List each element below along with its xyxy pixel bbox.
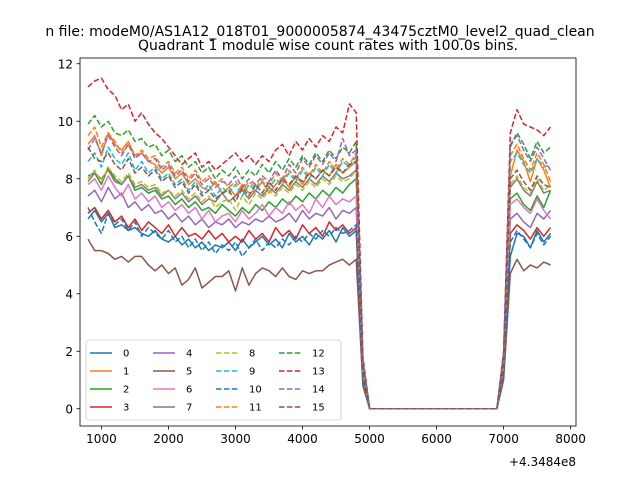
legend-label-11: 11 [249,403,262,414]
y-tick-label: 12 [58,57,73,71]
x-axis-offset-label: +4.3484e8 [509,455,576,469]
figure-suptitle: n file: modeM0/AS1A12_018T01_9000005874_… [45,24,594,40]
legend-label-4: 4 [186,349,192,360]
legend-label-7: 7 [186,403,192,414]
series-line-10 [87,207,552,410]
legend-label-3: 3 [123,403,129,414]
x-tick-label: 2000 [153,432,184,446]
x-tick-label: 5000 [354,432,385,446]
legend-label-13: 13 [312,367,325,378]
series-line-11 [87,126,552,410]
series-line-15 [87,146,551,410]
legend-label-12: 12 [312,349,325,360]
legend-box [85,339,342,421]
series-lines [87,77,552,410]
x-tick-label: 8000 [555,432,586,446]
legend-label-1: 1 [123,367,129,378]
x-tick-label: 6000 [421,432,452,446]
legend-label-8: 8 [249,349,255,360]
plot-area [79,57,577,427]
y-tick-label: 4 [65,287,73,301]
y-tick-label: 8 [65,172,73,186]
x-tick-label: 1000 [86,432,117,446]
axis-ticks: 1000 2000 3000 4000 5000 6000 7000 800002468101… [58,57,586,446]
x-tick-label: 4000 [287,432,318,446]
legend-label-2: 2 [123,385,129,396]
x-tick-label: 7000 [488,432,519,446]
y-tick-label: 0 [65,402,73,416]
axes-frame [79,57,577,427]
series-line-12 [87,114,551,410]
legend-label-6: 6 [186,385,192,396]
legend-label-0: 0 [123,349,129,360]
legend-label-14: 14 [312,385,325,396]
series-line-9 [87,146,551,410]
y-tick-label: 6 [65,230,73,244]
legend-label-5: 5 [186,367,192,378]
chart-title: Quadrant 1 module wise count rates with … [138,38,518,54]
series-line-14 [87,134,552,410]
y-tick-label: 2 [65,345,73,359]
x-tick-label: 3000 [220,432,251,446]
y-tick-label: 10 [58,115,73,129]
legend-label-9: 9 [249,367,255,378]
legend-label-10: 10 [249,385,262,396]
legend-label-15: 15 [312,403,325,414]
